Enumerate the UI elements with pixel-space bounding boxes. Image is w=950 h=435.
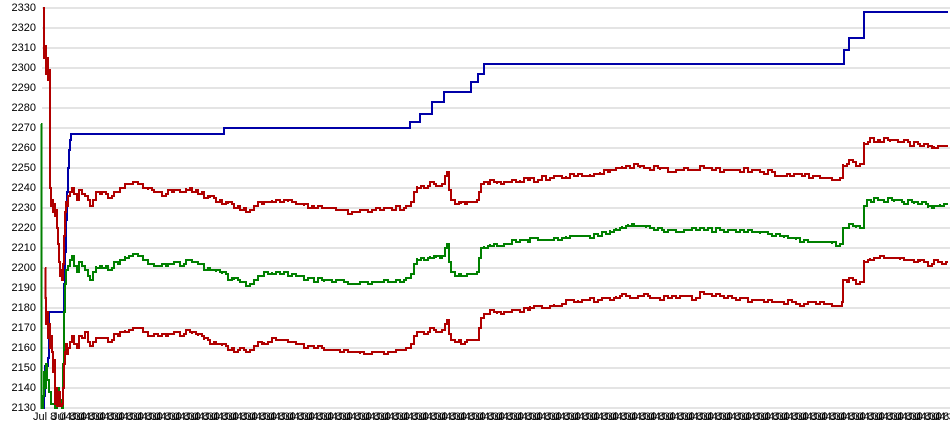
y-tick-label: 2150 [11,361,36,374]
y-tick-label: 2310 [11,41,36,54]
y-tick-label: 2250 [11,161,36,174]
x-tick-label: Jul 8 04:30 [470,411,524,423]
x-tick-label: Jul 8 04:30 [432,411,486,423]
x-tick-label: Jul 8 04:30 [242,411,296,423]
y-axis-labels: 2330 2320 2310 2300 2290 2280 2270 2260 2250 2240… [0,0,38,435]
y-tick-label: 2140 [11,381,36,394]
x-tick-label: Jul 8 04:30 [869,411,923,423]
x-tick-label: Jul 8 04:30 [698,411,752,423]
x-tick-label: Jul 8 04:30 [147,411,201,423]
x-tick-label: Jul 8 04:30 [736,411,790,423]
x-tick-label: Jul 8 04:30 [603,411,657,423]
x-tick-label: Jul 8 04:30 [280,411,334,423]
x-tick-label: Jul 8 04:30 [774,411,828,423]
x-tick-label: Jul 8 04:30 [489,411,543,423]
y-tick-label: 2330 [11,1,36,14]
x-tick-label: Jul 8 04:30 [660,411,714,423]
x-tick-label: Jul 8 04:30 [185,411,239,423]
x-tick-label: Jul 8 04:30 [337,411,391,423]
x-tick-label: Jul 8 04:30 [394,411,448,423]
y-tick-label: 2280 [11,101,36,114]
upper-band-line [43,7,948,281]
x-tick-label: Jul 8 04:30 [679,411,733,423]
x-axis-labels: Jul 8 04:30 Jul 8 04:30 Jul 8 04:30 Jul 8 0… [0,410,950,426]
y-tick-label: 2190 [11,281,36,294]
x-tick-label: Jul 8 04:30 [52,411,106,423]
x-tick-label: Jul 8 04:30 [622,411,676,423]
x-tick-label: Jul 8 04:30 [888,411,942,423]
x-tick-label: Jul 8 04:30 [413,411,467,423]
y-tick-label: 2260 [11,141,36,154]
mid-line [40,123,948,409]
x-tick-label: Jul 8 04:30 [546,411,600,423]
x-tick-label: Jul 8 04:30 [299,411,353,423]
upper-step-line [43,11,948,409]
y-tick-label: 2130 [11,401,36,414]
y-tick-label: 2290 [11,81,36,94]
x-tick-label: Jul 8 04:30 [261,411,315,423]
x-tick-label: Jul 8 04:30 [527,411,581,423]
x-tick-label: Jul 8 04:30 [90,411,144,423]
x-tick-label: Jul 8 04:30 [717,411,771,423]
x-tick-label: Jul 8 04:30 [71,411,125,423]
y-tick-label: 2210 [11,241,36,254]
y-tick-label: 2160 [11,341,36,354]
x-tick-label: Jul 8 04:30 [793,411,847,423]
x-tick-label: Jul 8 04:30 [375,411,429,423]
x-tick-label: Jul 8 04:30 [204,411,258,423]
y-tick-label: 2270 [11,121,36,134]
y-tick-label: 2230 [11,201,36,214]
y-tick-label: 2170 [11,321,36,334]
x-tick-label: Jul 8 04:30 [907,411,950,423]
x-tick-label: Jul 8 04:30 [926,411,950,423]
x-tick-label: Jul 8 04:30 [565,411,619,423]
y-tick-label: 2240 [11,181,36,194]
y-tick-label: 2300 [11,61,36,74]
y-tick-label: 2220 [11,221,36,234]
lower-band-line [44,255,948,407]
y-tick-label: 2200 [11,261,36,274]
x-tick-label: Jul 8 04:30 [584,411,638,423]
x-tick-label: Jul 8 04:30 [508,411,562,423]
x-tick-label: Jul 8 04:30 [356,411,410,423]
x-tick-label: Jul 8 04:30 [812,411,866,423]
x-tick-label: Jul 8 04:30 [641,411,695,423]
x-tick-label: Jul 8 04:30 [318,411,372,423]
y-tick-label: 2320 [11,21,36,34]
x-tick-label: Jul 8 04:30 [831,411,885,423]
x-tick-label: Jul 8 04:30 [109,411,163,423]
x-tick-label: Jul 8 04:30 [128,411,182,423]
x-tick-label: Jul 8 04:30 [850,411,904,423]
x-tick-label: Jul 8 04:30 [166,411,220,423]
x-tick-label: Jul 8 04:30 [755,411,809,423]
y-tick-label: 2180 [11,301,36,314]
x-tick-label: Jul 8 04:30 [223,411,277,423]
x-tick-label: Jul 8 04:30 [451,411,505,423]
x-tick-label: Jul 8 04:30 [33,411,87,423]
